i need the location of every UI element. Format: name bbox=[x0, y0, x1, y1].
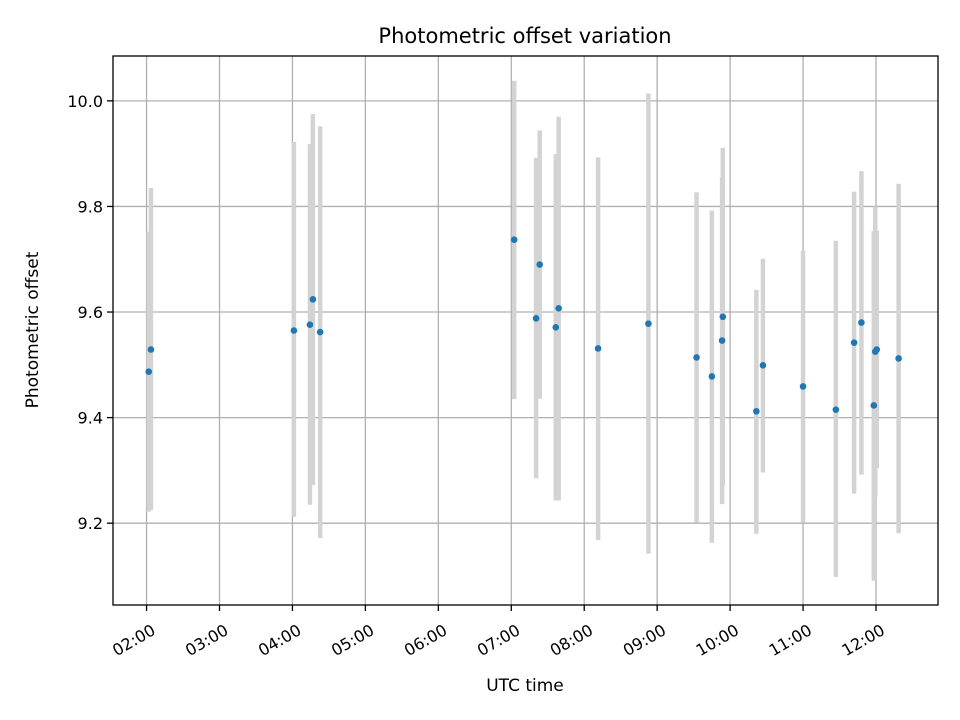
x-axis-ticks: 02:00 03:00 04:00 05:00 06:00 07:00 08:00 09:00… bbox=[109, 605, 888, 660]
data-point bbox=[873, 346, 881, 353]
x-tick-label: 09:00 bbox=[620, 620, 669, 660]
data-point bbox=[145, 368, 153, 375]
data-point bbox=[759, 362, 767, 369]
data-point bbox=[536, 261, 544, 268]
y-tick-label: 9.6 bbox=[78, 303, 103, 322]
data-point bbox=[555, 305, 562, 312]
data-point bbox=[594, 345, 602, 352]
x-tick-label: 03:00 bbox=[182, 620, 231, 660]
plot-frame bbox=[112, 55, 939, 606]
data-point bbox=[147, 346, 155, 353]
x-tick-label: 05:00 bbox=[328, 620, 377, 660]
y-tick-label: 9.8 bbox=[78, 197, 103, 216]
data-point bbox=[719, 313, 727, 321]
data-point bbox=[799, 383, 807, 390]
x-tick-label: 04:00 bbox=[255, 620, 304, 660]
data-point bbox=[552, 324, 560, 331]
x-tick-label: 10:00 bbox=[693, 620, 742, 660]
error-bars bbox=[146, 80, 901, 581]
data-point bbox=[850, 339, 858, 346]
y-tick-label: 9.4 bbox=[78, 409, 103, 428]
x-tick-label: 06:00 bbox=[401, 620, 450, 660]
data-point bbox=[645, 320, 652, 327]
data-point bbox=[870, 402, 878, 409]
data-point bbox=[510, 236, 518, 244]
data-point bbox=[708, 373, 716, 380]
x-tick-label: 12:00 bbox=[839, 620, 888, 660]
x-axis-label: UTC time bbox=[486, 676, 564, 696]
y-tick-label: 9.2 bbox=[78, 514, 103, 533]
data-point bbox=[718, 337, 726, 344]
data-point bbox=[532, 315, 540, 322]
data-point bbox=[309, 296, 317, 303]
data-point bbox=[895, 355, 902, 362]
data-point bbox=[316, 328, 324, 336]
data-point bbox=[306, 321, 314, 328]
data-points bbox=[145, 236, 902, 415]
x-tick-label: 08:00 bbox=[547, 620, 596, 660]
data-point bbox=[858, 319, 865, 326]
y-tick-label: 10.0 bbox=[67, 92, 103, 111]
data-point bbox=[693, 354, 700, 361]
x-tick-label: 02:00 bbox=[109, 620, 158, 660]
y-axis-label: Photometric offset bbox=[23, 251, 43, 408]
data-point bbox=[753, 407, 760, 415]
y-axis-ticks: 9.2 9.4 9.6 9.8 10.0 bbox=[67, 92, 113, 533]
x-tick-label: 11:00 bbox=[766, 620, 815, 660]
chart-title: Photometric offset variation bbox=[378, 24, 671, 48]
x-tick-label: 07:00 bbox=[474, 620, 523, 660]
data-point bbox=[832, 406, 840, 413]
data-point bbox=[290, 327, 298, 334]
grid-lines bbox=[113, 56, 938, 605]
